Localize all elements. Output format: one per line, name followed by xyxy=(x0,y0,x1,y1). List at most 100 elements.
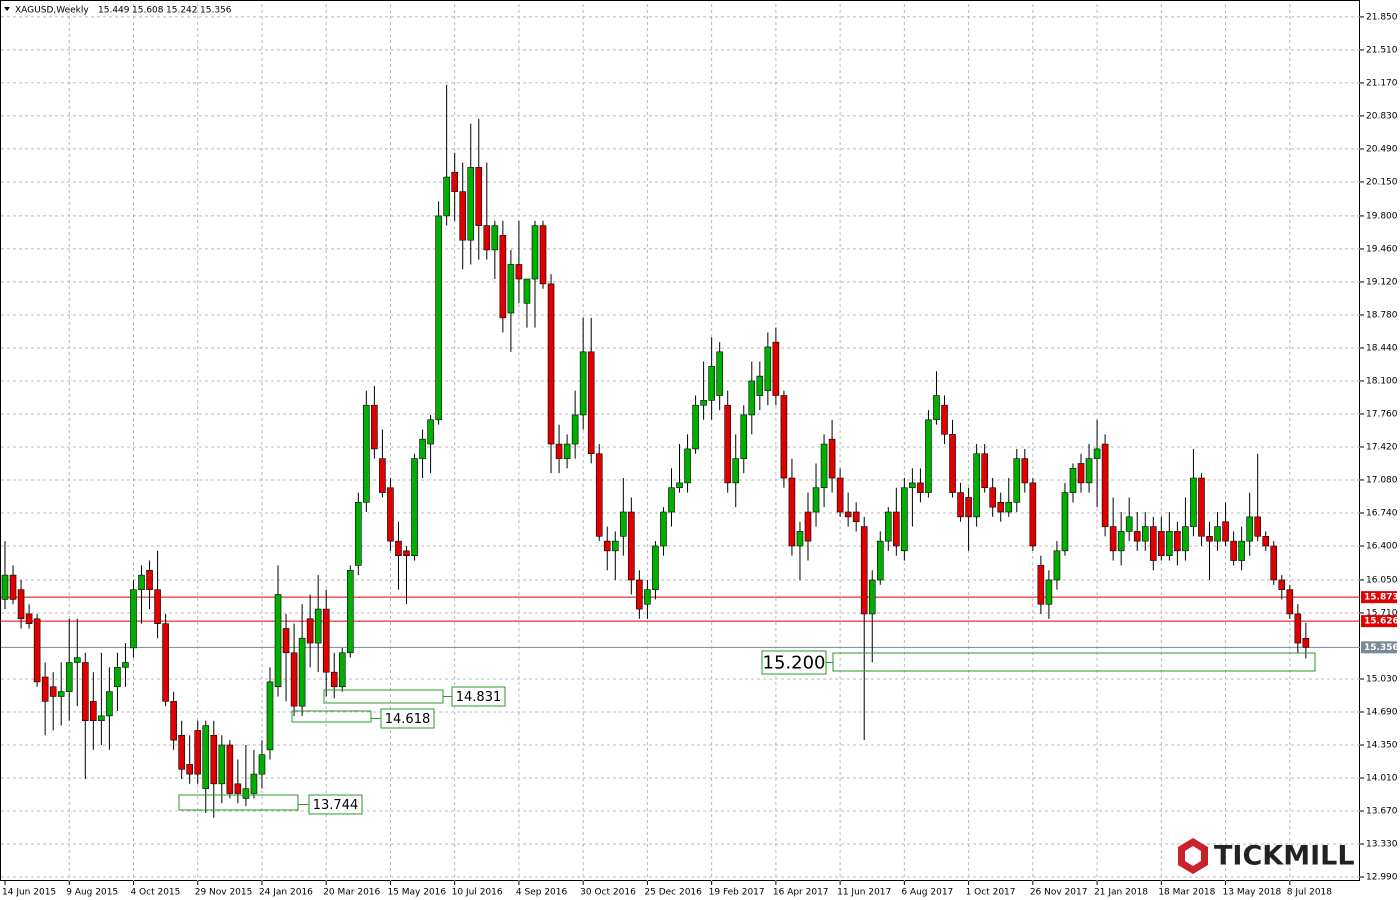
candle-body xyxy=(868,579,876,615)
candle-body xyxy=(1133,531,1141,542)
candle-body xyxy=(1069,468,1077,493)
logo: TICKMILL xyxy=(1178,838,1355,874)
candle-body xyxy=(740,414,748,459)
price-label: 15.356 xyxy=(1364,643,1399,653)
x-tick-label: 14 Jun 2015 xyxy=(2,888,56,898)
candle-body xyxy=(73,657,81,663)
candle-body xyxy=(852,511,860,523)
candle-body xyxy=(162,623,169,702)
y-tick-label: 13.330 xyxy=(1366,840,1398,850)
quote-low: 15.242 xyxy=(166,6,198,16)
candle-body xyxy=(692,404,699,450)
candle-body xyxy=(1286,589,1294,615)
candle-body xyxy=(732,458,740,484)
candle-body xyxy=(451,171,458,192)
candle-body xyxy=(122,662,129,668)
candle-body xyxy=(403,550,410,556)
candle-body xyxy=(860,526,868,615)
candle-body xyxy=(1190,477,1197,527)
candle-body xyxy=(1085,458,1093,484)
candle-body xyxy=(531,225,539,280)
candle-body xyxy=(989,487,996,508)
x-tick-label: 11 Jun 2017 xyxy=(837,888,891,898)
candle-body xyxy=(49,686,57,697)
candle-body xyxy=(563,443,571,459)
level-label: 15.200 xyxy=(763,653,826,674)
candle-body xyxy=(603,540,611,552)
x-tick-label: 19 Feb 2017 xyxy=(709,888,765,898)
y-tick-label: 19.120 xyxy=(1366,277,1398,287)
candle-body xyxy=(652,545,659,590)
candle-body xyxy=(178,734,185,770)
candle-body xyxy=(1149,526,1157,561)
x-tick-label: 29 Nov 2015 xyxy=(195,888,253,898)
candle-body xyxy=(1053,550,1061,581)
candle-body xyxy=(1061,492,1069,552)
candle-body xyxy=(844,511,852,518)
candle-body xyxy=(17,589,25,620)
y-tick-label: 14.350 xyxy=(1366,740,1398,750)
y-tick-label: 17.760 xyxy=(1366,409,1398,419)
candle-body xyxy=(25,613,33,624)
candle-body xyxy=(917,482,924,493)
candle-body xyxy=(539,225,547,285)
candle-body xyxy=(579,351,587,416)
x-tick-label: 26 Nov 2017 xyxy=(1030,888,1088,898)
y-tick-label: 19.800 xyxy=(1366,211,1398,221)
price-label-box xyxy=(1361,615,1397,628)
candle-body xyxy=(571,414,579,445)
quote-open: 15.449 xyxy=(98,6,130,16)
y-tick-label: 14.690 xyxy=(1366,707,1398,717)
axis: 12.990 13.330 13.670 14.010 14.350 14.690 15.0… xyxy=(2,12,1399,897)
candle-body xyxy=(595,453,603,537)
y-tick-label: 21.850 xyxy=(1366,12,1398,22)
x-tick-label: 6 Aug 2017 xyxy=(901,888,953,898)
candle-body xyxy=(9,574,17,600)
x-tick-label: 4 Sep 2016 xyxy=(516,888,568,898)
candle-body xyxy=(628,511,635,581)
candle-body xyxy=(98,715,105,722)
candle-body xyxy=(587,351,595,455)
y-tick-label: 15.710 xyxy=(1366,608,1398,618)
logo-text: TICKMILL xyxy=(1214,841,1355,872)
plot-frame xyxy=(0,0,1360,881)
candle-body xyxy=(909,482,916,489)
candle-body xyxy=(250,773,258,794)
y-tick-label: 20.830 xyxy=(1366,111,1398,121)
y-tick-label: 17.080 xyxy=(1366,475,1398,485)
level-label-box xyxy=(761,650,827,675)
candle-body xyxy=(700,400,707,406)
candle-body xyxy=(981,453,988,489)
candle-body xyxy=(668,487,675,513)
candle-body xyxy=(210,734,218,785)
candle-body xyxy=(507,264,515,314)
candle-body xyxy=(1005,501,1013,513)
candle-body xyxy=(836,477,844,513)
candle-body xyxy=(258,754,266,775)
candle-body xyxy=(684,448,691,484)
level-label-box xyxy=(308,794,363,815)
y-tick-label: 18.780 xyxy=(1366,310,1398,320)
candle-body xyxy=(138,574,145,590)
candle-body xyxy=(218,744,226,785)
candle-body xyxy=(338,652,346,688)
candle-body xyxy=(130,589,137,649)
candle-body xyxy=(1254,516,1261,537)
x-tick-label: 30 Oct 2016 xyxy=(580,888,636,898)
y-tick-label: 20.150 xyxy=(1366,177,1398,187)
level-zone xyxy=(291,710,372,723)
candle-body xyxy=(1206,535,1213,542)
candle-body xyxy=(1037,565,1045,605)
price-label-box xyxy=(1361,591,1397,604)
candle-body xyxy=(973,453,980,518)
candle-body xyxy=(555,443,563,459)
candles xyxy=(1,84,1310,818)
candle-body xyxy=(186,764,193,775)
y-tick-label: 19.460 xyxy=(1366,244,1398,254)
x-tick-label: 18 Mar 2018 xyxy=(1158,888,1215,898)
y-tick-label: 12.990 xyxy=(1366,873,1398,883)
candle-body xyxy=(756,375,764,396)
candle-body xyxy=(884,511,892,542)
candle-body xyxy=(387,487,394,542)
